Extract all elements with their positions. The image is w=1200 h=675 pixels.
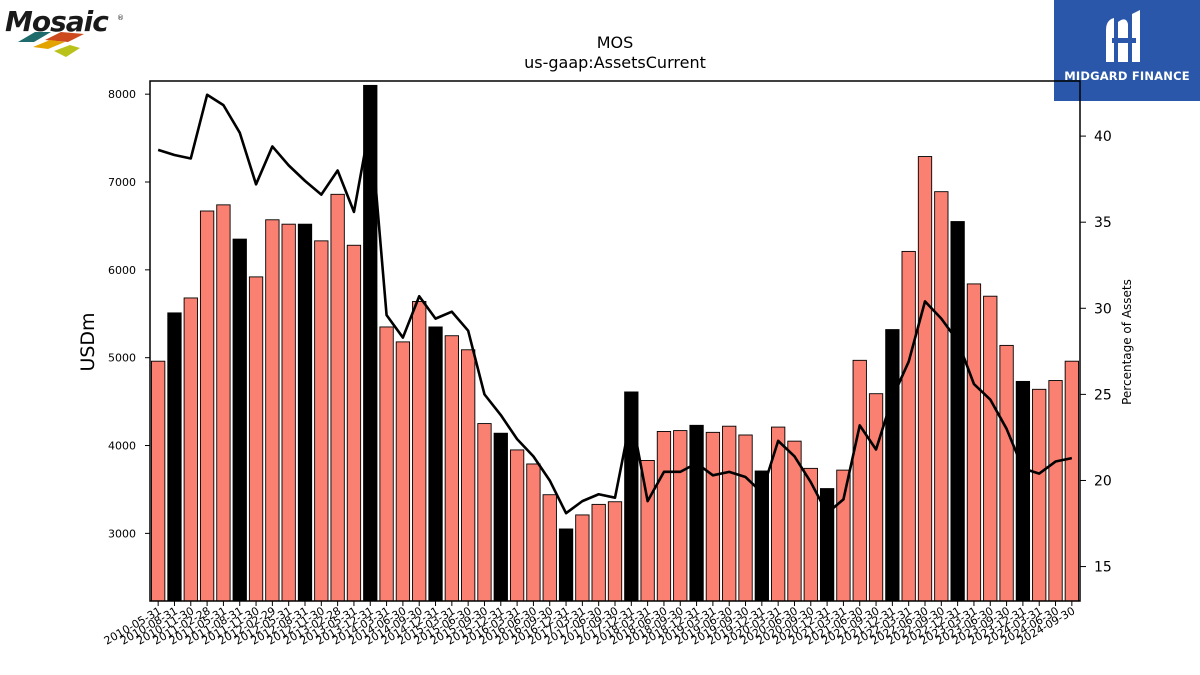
bar-2012-02-29 xyxy=(265,219,280,602)
bar-2017-12-31 xyxy=(624,391,639,602)
midgard-logo-icon xyxy=(1106,10,1140,62)
percentage-line xyxy=(157,93,1073,515)
bar-2018-06-30 xyxy=(656,431,672,602)
chart-subtitle: us-gaap:AssetsCurrent xyxy=(524,53,706,72)
mosaic-logo: Mosaic ® xyxy=(4,2,129,62)
bar-2011-08-31 xyxy=(232,238,247,602)
mosaic-logo-registered-mark: ® xyxy=(117,14,124,22)
bar-2021-12-31 xyxy=(885,329,900,602)
bar-2022-03-31 xyxy=(901,250,916,602)
bar-2015-09-30 xyxy=(477,423,492,602)
mosaic-logo-wordmark: Mosaic xyxy=(5,5,109,38)
bar-2016-03-31 xyxy=(509,449,525,602)
bar-2014-03-31 xyxy=(379,326,394,602)
bar-2018-09-30 xyxy=(673,430,688,602)
bar-2023-03-31 xyxy=(966,283,982,602)
bar-2010-08-31 xyxy=(167,312,182,602)
y-tick-label-5000: 5000 xyxy=(108,352,136,365)
bar-2012-11-30 xyxy=(314,240,329,602)
bar-2021-03-31 xyxy=(836,469,851,602)
bar-2015-12-31 xyxy=(493,432,508,602)
y-tick-label-3000: 3000 xyxy=(108,527,136,540)
y-tick-label-7000: 7000 xyxy=(108,176,136,189)
bar-2022-06-30 xyxy=(917,156,933,602)
midgard-finance-logo: MIDGARD FINANCE xyxy=(1054,0,1200,101)
bar-2022-12-31 xyxy=(950,221,965,602)
bar-2018-12-31 xyxy=(689,424,704,602)
y2-tick-label-25: 25 xyxy=(1094,387,1112,403)
bar-2022-09-30 xyxy=(934,191,949,602)
bar-2016-06-30 xyxy=(526,463,541,602)
y2-tick-label-20: 20 xyxy=(1094,473,1112,489)
line-group xyxy=(157,93,1073,515)
mosaic-logo-graphic: Mosaic ® xyxy=(5,5,124,57)
bar-2011-05-31 xyxy=(216,204,231,602)
chart-title: MOS xyxy=(596,33,634,52)
midgard-logo-wordmark: MIDGARD FINANCE xyxy=(1064,69,1190,83)
bar-2015-03-31 xyxy=(444,335,459,602)
mosaic-logo-tile-orange xyxy=(45,32,84,42)
bar-2020-09-30 xyxy=(803,467,818,602)
bar-2011-02-28 xyxy=(199,210,215,602)
bar-2023-12-31 xyxy=(1015,380,1031,602)
bar-2021-06-30 xyxy=(852,359,867,602)
bar-2013-05-31 xyxy=(346,244,362,602)
bar-2017-03-31 xyxy=(575,514,590,602)
bar-2010-11-30 xyxy=(183,297,198,602)
y2-tick-label-40: 40 xyxy=(1094,129,1112,145)
mosaic-logo-tile-teal xyxy=(18,32,51,42)
bars-group xyxy=(151,84,1079,602)
bar-2019-03-31 xyxy=(705,431,721,602)
bar-2019-09-30 xyxy=(738,434,753,602)
bar-2023-06-30 xyxy=(983,295,998,602)
bar-2012-08-31 xyxy=(297,223,313,602)
bar-2017-09-30 xyxy=(607,501,623,602)
y2-tick-label-30: 30 xyxy=(1094,301,1112,317)
bar-2012-05-31 xyxy=(281,223,296,602)
bar-2021-09-30 xyxy=(868,393,884,602)
bar-2024-09-30 xyxy=(1064,360,1079,602)
bar-2024-03-31 xyxy=(1032,388,1047,602)
y-tick-label-4000: 4000 xyxy=(108,440,136,453)
bar-2014-09-30 xyxy=(412,301,427,602)
bar-2014-12-31 xyxy=(428,326,443,602)
bar-2024-06-30 xyxy=(1048,380,1063,602)
bar-2011-11-30 xyxy=(248,276,264,602)
bar-2017-06-30 xyxy=(591,503,606,602)
y-tick-label-6000: 6000 xyxy=(108,264,136,277)
bar-2016-09-30 xyxy=(542,494,557,602)
bar-2010-05-31 xyxy=(151,360,166,602)
mosaic-logo-tile-green xyxy=(54,45,80,57)
bar-2015-06-30 xyxy=(461,349,476,602)
y2-tick-label-35: 35 xyxy=(1094,215,1112,231)
y2-tick-label-15: 15 xyxy=(1094,560,1112,576)
bar-2016-12-31 xyxy=(558,528,574,602)
bar-2014-06-30 xyxy=(395,341,411,602)
y-tick-label-8000: 8000 xyxy=(108,88,136,101)
bar-2013-02-28 xyxy=(330,193,345,602)
bar-2023-09-30 xyxy=(999,344,1014,602)
mosaic-logo-tile-yellow xyxy=(33,40,65,49)
bar-2019-06-30 xyxy=(722,425,737,602)
